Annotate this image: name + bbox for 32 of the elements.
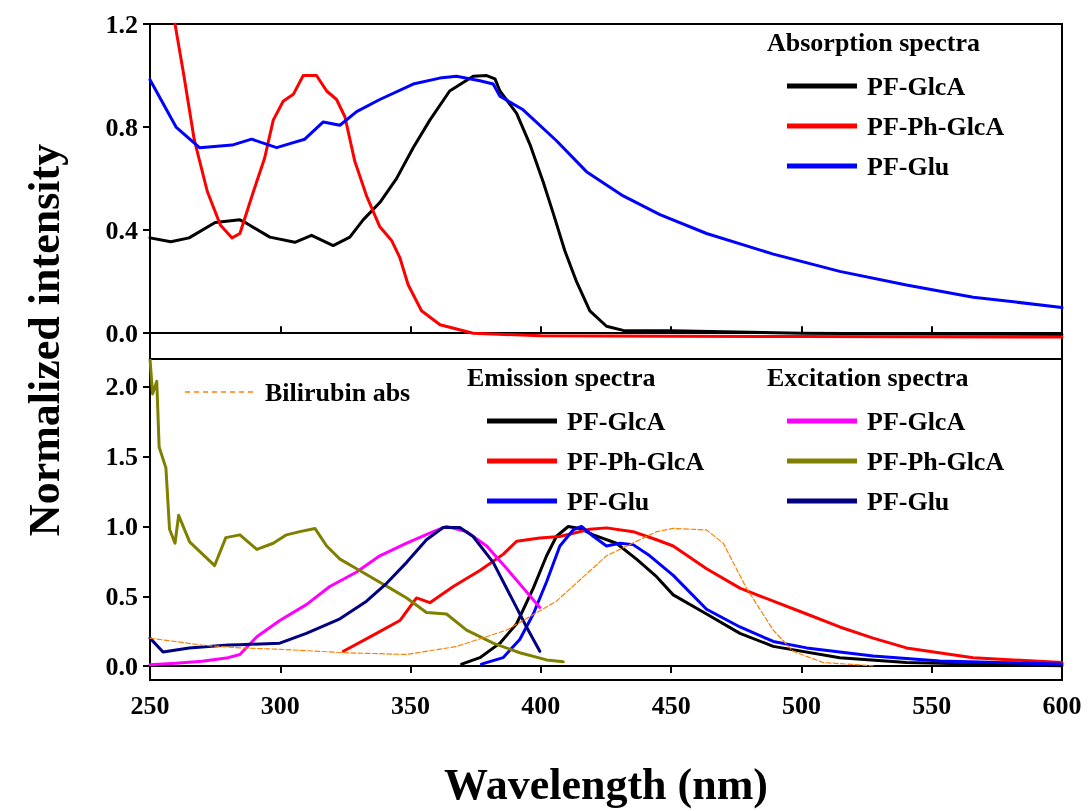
legend-label: Bilirubin abs (265, 377, 411, 407)
legend-label: PF-Ph-GlcA (867, 111, 1005, 141)
y-tick-label: 0.5 (105, 581, 138, 611)
y-tick-label: 1.2 (105, 9, 138, 39)
y-axis-title: Normalized intensity (18, 143, 70, 537)
x-tick-label: 250 (130, 690, 170, 720)
x-axis-title: Wavelength (nm) (444, 759, 768, 809)
legend-label: PF-GlcA (567, 406, 666, 436)
y-tick-label: 1.5 (105, 442, 138, 472)
legend-label: PF-Ph-GlcA (567, 446, 705, 476)
legend-label: PF-Glu (867, 486, 950, 516)
x-tick-label: 600 (1042, 690, 1082, 720)
x-tick-label: 400 (521, 690, 561, 720)
x-tick-label: 300 (260, 690, 300, 720)
y-tick-label: 0.8 (105, 112, 138, 142)
legend-label: PF-GlcA (867, 71, 966, 101)
y-tick-label: 1.0 (105, 511, 138, 541)
legend-label: PF-Glu (567, 486, 650, 516)
x-tick-label: 450 (651, 690, 691, 720)
x-tick-label: 550 (912, 690, 952, 720)
y-tick-label: 2.0 (105, 372, 138, 402)
y-tick-label: 0.4 (105, 215, 138, 245)
legend-label: PF-Glu (867, 151, 950, 181)
legend-label: PF-GlcA (867, 406, 966, 436)
annotation: Excitation spectra (767, 362, 969, 392)
annotation: Emission spectra (467, 362, 656, 392)
y-tick-label: 0.0 (105, 651, 138, 681)
legend-label: PF-Ph-GlcA (867, 446, 1005, 476)
legend-title: Absorption spectra (767, 27, 981, 57)
x-tick-label: 500 (781, 690, 821, 720)
x-tick-label: 350 (391, 690, 431, 720)
y-tick-label: 0.0 (105, 318, 138, 348)
